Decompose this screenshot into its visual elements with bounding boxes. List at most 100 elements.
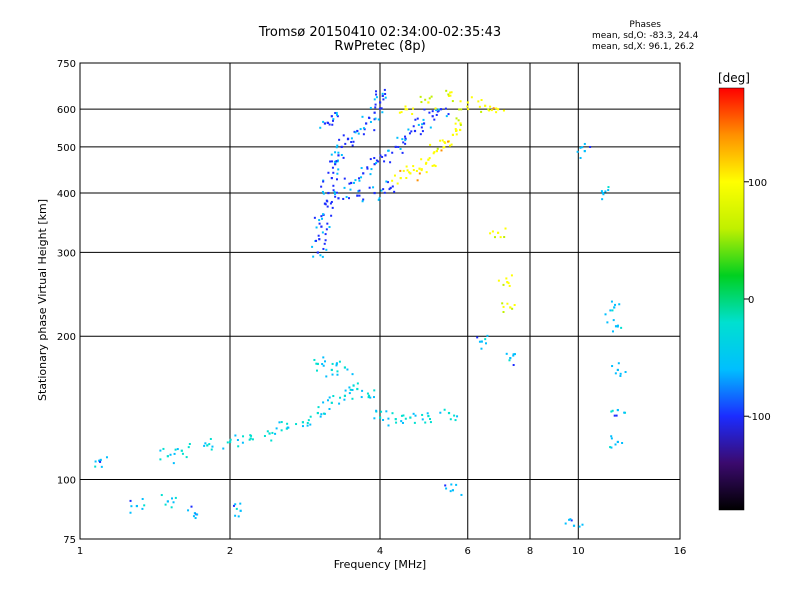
data-point	[429, 421, 432, 424]
data-point	[324, 360, 327, 363]
data-point	[129, 511, 132, 514]
data-point	[358, 177, 361, 180]
data-point	[429, 143, 432, 146]
data-point	[345, 195, 348, 198]
data-point	[490, 109, 493, 112]
data-point	[583, 149, 586, 153]
data-point	[396, 136, 399, 139]
data-point	[94, 460, 97, 463]
data-point	[422, 122, 426, 125]
data-point	[433, 151, 436, 154]
data-point	[369, 120, 372, 123]
data-point	[365, 122, 368, 125]
data-point	[611, 330, 614, 333]
data-point	[503, 236, 506, 239]
data-point	[418, 172, 421, 175]
data-point	[420, 126, 423, 129]
data-point	[337, 197, 340, 200]
data-point	[335, 160, 338, 163]
data-point	[492, 107, 495, 110]
data-point	[578, 525, 581, 528]
data-point	[460, 108, 463, 111]
y-tick-label: 500	[57, 143, 76, 154]
chart-title: Tromsø 20150410 02:34:00-02:35:43 RwPret…	[230, 26, 530, 54]
data-point	[335, 364, 338, 367]
data-point	[435, 113, 438, 116]
data-point	[377, 118, 380, 121]
data-point	[409, 416, 412, 419]
data-point	[415, 170, 418, 173]
data-point	[431, 164, 434, 167]
data-point	[319, 415, 322, 418]
data-point	[170, 506, 173, 509]
data-point	[409, 172, 412, 175]
data-point	[234, 434, 237, 437]
data-point	[239, 502, 242, 505]
data-point	[420, 168, 423, 171]
data-point	[449, 490, 452, 493]
data-point	[385, 180, 388, 183]
data-point	[331, 373, 334, 376]
data-point	[242, 435, 245, 438]
data-point	[324, 203, 327, 206]
y-tick-label: 300	[57, 248, 76, 259]
data-point	[318, 238, 321, 241]
data-point	[159, 449, 162, 452]
data-point	[444, 107, 447, 110]
phases-x-mode: mean, sd,X: 96.1, 26.2	[592, 42, 695, 52]
data-point	[352, 181, 355, 184]
data-point	[343, 186, 346, 189]
data-point	[312, 255, 315, 258]
data-point	[366, 392, 369, 395]
data-point	[512, 353, 515, 356]
data-point	[421, 413, 424, 416]
data-point	[610, 446, 613, 449]
data-point	[318, 222, 321, 225]
data-point	[331, 362, 334, 365]
data-point	[350, 137, 353, 140]
data-point	[159, 458, 162, 461]
data-point	[249, 434, 252, 437]
x-tick-label: 1	[77, 546, 83, 557]
data-point	[354, 179, 357, 182]
data-point	[249, 437, 252, 440]
data-point	[478, 105, 481, 108]
data-point	[280, 421, 283, 424]
data-point	[389, 186, 392, 190]
data-point	[439, 139, 442, 142]
data-point	[373, 417, 376, 420]
data-point	[328, 396, 331, 399]
data-point	[326, 399, 329, 402]
data-point	[451, 133, 455, 136]
data-point	[405, 177, 408, 180]
data-point	[616, 368, 619, 372]
data-point	[610, 410, 613, 413]
data-point	[495, 111, 498, 114]
data-point	[204, 442, 207, 445]
data-point	[356, 194, 359, 197]
data-point	[401, 421, 404, 424]
data-point	[203, 444, 206, 447]
data-point	[211, 445, 214, 448]
data-point	[326, 121, 329, 124]
data-point	[320, 413, 323, 416]
data-point	[248, 438, 251, 441]
data-point	[174, 496, 177, 499]
data-point	[509, 306, 512, 309]
data-point	[611, 309, 614, 312]
data-point	[579, 146, 582, 149]
data-point	[333, 190, 336, 193]
data-point	[439, 108, 443, 111]
data-point	[424, 98, 427, 101]
data-point	[484, 104, 487, 107]
data-point	[229, 438, 232, 441]
data-point	[383, 191, 386, 194]
data-point	[236, 439, 239, 442]
data-point	[511, 307, 514, 310]
colorbar-label: [deg]	[718, 71, 750, 85]
data-point	[181, 452, 184, 455]
data-point	[164, 503, 167, 506]
data-point	[322, 192, 325, 195]
data-point	[611, 365, 614, 368]
data-point	[459, 123, 462, 126]
